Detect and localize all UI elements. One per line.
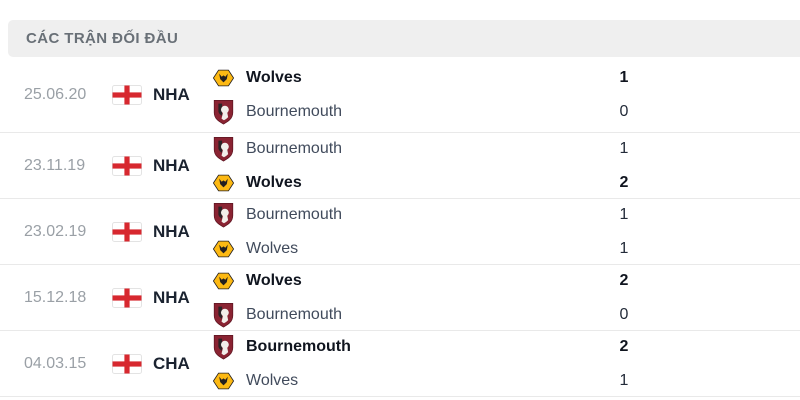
team-score: 1 — [619, 205, 629, 223]
team-name: Wolves — [246, 371, 299, 389]
team-name: Wolves — [246, 271, 302, 289]
england-flag-icon — [112, 221, 142, 242]
team-row: Bournemouth 2 — [212, 330, 800, 364]
team-row: Wolves 2 — [212, 166, 800, 200]
match-date: 04.03.15 — [24, 354, 87, 372]
team-score: 1 — [619, 139, 629, 157]
competition-code: NHA — [153, 221, 190, 241]
bournemouth-crest-icon — [213, 202, 234, 227]
england-flag-icon — [112, 353, 142, 374]
match-row[interactable]: 23.11.19 NHA — [0, 133, 800, 199]
team-name: Wolves — [246, 239, 299, 257]
team-name: Bournemouth — [246, 337, 351, 355]
match-date: 23.02.19 — [24, 222, 87, 240]
head-to-head-widget: CÁC TRẬN ĐỐI ĐẦU 25.06.20 NHA — [0, 20, 800, 400]
competition: NHA — [112, 221, 212, 242]
bournemouth-crest-icon — [213, 334, 234, 359]
section-header: CÁC TRẬN ĐỐI ĐẦU — [8, 20, 800, 57]
team-row: Wolves 1 — [212, 61, 800, 95]
bournemouth-crest-icon — [213, 99, 234, 124]
team-score: 2 — [619, 173, 629, 191]
team-name: Wolves — [246, 173, 302, 191]
team-row: Bournemouth 0 — [212, 298, 800, 332]
team-name: Bournemouth — [246, 102, 343, 120]
match-lines: Bournemouth 2 Wolves 1 — [212, 330, 800, 398]
team-name: Bournemouth — [246, 139, 343, 157]
team-score: 2 — [619, 271, 629, 289]
team-row: Bournemouth 0 — [212, 95, 800, 129]
match-lines: Bournemouth 1 Wolves 1 — [212, 198, 800, 266]
match-lines: Wolves 1 Bournemouth 0 — [212, 61, 800, 129]
team-score: 1 — [619, 371, 629, 389]
wolves-crest-icon — [212, 240, 235, 257]
competition-code: NHA — [153, 287, 190, 307]
wolves-crest-icon — [212, 69, 235, 86]
team-row: Bournemouth 1 — [212, 198, 800, 232]
team-score: 1 — [619, 68, 629, 86]
match-date: 23.11.19 — [24, 156, 86, 174]
competition-code: NHA — [153, 84, 190, 104]
team-row: Bournemouth 1 — [212, 132, 800, 166]
competition: NHA — [112, 84, 212, 105]
competition-code: CHA — [153, 353, 190, 373]
match-lines: Wolves 2 Bournemouth 0 — [212, 264, 800, 332]
bournemouth-crest-icon — [213, 302, 234, 327]
match-date: 25.06.20 — [24, 85, 87, 103]
section-title: CÁC TRẬN ĐỐI ĐẦU — [26, 30, 179, 47]
england-flag-icon — [112, 84, 142, 105]
wolves-crest-icon — [212, 372, 235, 389]
team-row: Wolves 1 — [212, 364, 800, 398]
england-flag-icon — [112, 287, 142, 308]
match-date: 15.12.18 — [24, 288, 87, 306]
team-row: Wolves 1 — [212, 232, 800, 266]
wolves-crest-icon — [212, 272, 235, 289]
competition: NHA — [112, 155, 212, 176]
england-flag-icon — [112, 155, 142, 176]
team-score: 0 — [619, 305, 629, 323]
competition: NHA — [112, 287, 212, 308]
wolves-crest-icon — [212, 174, 235, 191]
match-row[interactable]: 15.12.18 NHA — [0, 265, 800, 331]
competition: CHA — [112, 353, 212, 374]
team-row: Wolves 2 — [212, 264, 800, 298]
match-row[interactable]: 23.02.19 NHA — [0, 199, 800, 265]
team-score: 0 — [619, 102, 629, 120]
match-lines: Bournemouth 1 Wolves 2 — [212, 132, 800, 200]
team-score: 1 — [619, 239, 629, 257]
matches-list: 25.06.20 NHA — [0, 57, 800, 397]
team-score: 2 — [619, 337, 629, 355]
competition-code: NHA — [153, 155, 190, 175]
team-name: Bournemouth — [246, 205, 343, 223]
match-row[interactable]: 25.06.20 NHA — [0, 57, 800, 133]
match-row[interactable]: 04.03.15 CHA — [0, 331, 800, 397]
bournemouth-crest-icon — [213, 136, 234, 161]
team-name: Bournemouth — [246, 305, 343, 323]
team-name: Wolves — [246, 68, 302, 86]
